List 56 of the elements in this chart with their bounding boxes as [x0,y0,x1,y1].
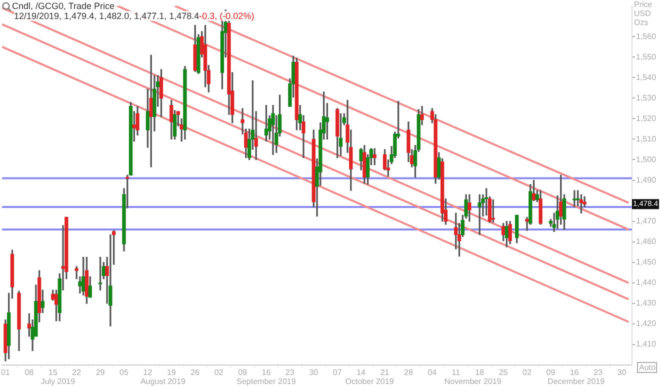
x-tick-label: 11 [452,368,461,378]
text: August 2019 [140,377,186,386]
y-tick-label: 1,530 [636,93,657,102]
x-tick-label: 21 [380,368,390,378]
text: November 2019 [444,377,502,386]
text: July 2019 [40,377,76,386]
x-tick-label: 16 [570,368,580,378]
y-tick-label: 1,550 [636,52,657,62]
annotation: -0.3, (-0.02%) [199,11,254,21]
x-tick-label: 23 [594,368,604,378]
candlestick [108,234,112,326]
text: December 2019 [548,377,606,386]
text: 12/19/2019, 1,479.4, 1,482.0, 1,477.1, 1,478.4 [14,11,200,21]
y-tick-label: 1,470 [636,216,657,226]
x-tick-label: 08 [24,368,34,378]
x-tick-label: 12 [143,368,153,378]
x-tick-label: 02 [522,368,532,378]
chart-title: Cndl, /GCG0, Trade Price [12,1,115,11]
x-tick-label: 18 [475,368,485,378]
x-tick-label: 09 [546,368,556,378]
y-tick-label: 1,430 [636,298,657,308]
x-tick-label: 14 [356,368,366,378]
y-tick-label: 1,500 [636,154,657,164]
text: Auto [637,362,658,373]
x-tick-label: 22 [72,368,82,378]
y-tick-label: 1,460 [636,237,657,246]
x-tick-label: 28 [404,368,414,378]
text: September 2019 [236,377,296,386]
y-tick-label: 1,490 [636,175,657,184]
text: October 2019 [345,377,394,386]
x-tick-label: 15 [48,368,58,378]
y-tick-label: 1,410 [636,340,657,349]
x-tick-label: 04 [428,368,438,378]
y-tick-label: 1,540 [636,72,657,82]
x-tick-label: 02 [214,368,224,378]
x-tick-label: 30 [617,368,627,378]
candlestick [572,190,576,208]
y-tick-label: 1,450 [636,258,657,267]
x-tick-label: 29 [96,368,106,378]
x-tick-label: 07 [332,368,342,378]
y-axis-title: Price USD Ozs [634,0,652,27]
x-tick-label: 16 [262,368,272,378]
candlestick [271,105,275,155]
x-tick-label: 01 [0,368,10,378]
y-tick-label: 1,440 [636,278,657,288]
x-tick-label: 25 [498,368,508,378]
x-tick-label: 19 [166,368,176,378]
x-tick-label: 30 [309,368,319,378]
x-tick-label: 05 [120,368,129,378]
x-tick-label: 09 [238,368,248,378]
y-tick-label: 1,420 [636,319,657,328]
y-tick-label: 1,560 [636,32,657,41]
x-tick-label: 26 [190,368,200,378]
y-tick-label: 1,520 [636,114,657,123]
y-tick-label: 1,510 [636,134,657,144]
x-tick-label: 23 [285,368,295,378]
